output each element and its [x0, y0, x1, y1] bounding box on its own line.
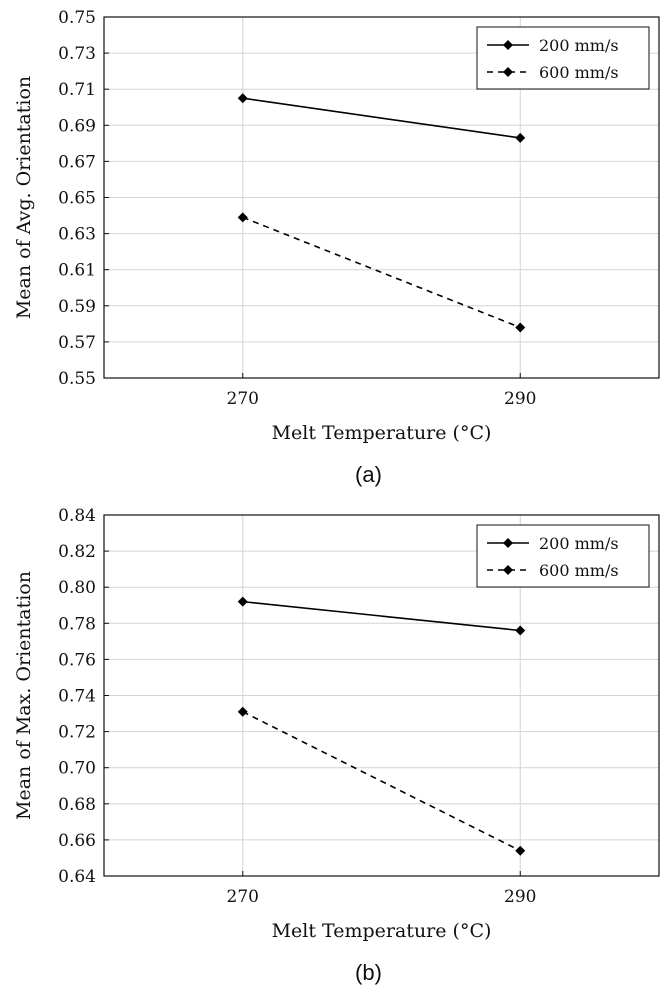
chart-b-series-2-line — [242, 711, 521, 852]
chart-panel-b: 0.64 0.66 0.68 0.70 0.72 0.74 0.76 0.78 0.80 0.82… — [0, 498, 669, 996]
chart-a-series-1-point — [515, 132, 526, 143]
chart-a-y-tick-label: 0.59 — [58, 297, 96, 317]
chart-b-svg: 0.64 0.66 0.68 0.70 0.72 0.74 0.76 0.78 0.80 0.82… — [13, 506, 660, 985]
chart-a-y-tick-label: 0.63 — [58, 225, 96, 245]
chart-a-series-2-point — [515, 322, 526, 333]
chart-b-series-2-point — [237, 706, 248, 717]
chart-b-y-tick-label: 0.76 — [58, 650, 96, 670]
chart-b-y-tick-label: 0.78 — [58, 614, 96, 634]
chart-a-plot-frame — [103, 16, 660, 379]
chart-a-y-tick-label: 0.69 — [58, 116, 96, 136]
chart-b-y-tick-label: 0.74 — [58, 687, 96, 707]
chart-b-y-axis-title: Mean of Max. Orientation — [13, 571, 35, 820]
chart-a-y-tick-label: 0.65 — [58, 189, 96, 209]
chart-b-y-tick-label: 0.66 — [58, 831, 96, 851]
chart-b-y-tick-label: 0.82 — [58, 542, 96, 562]
chart-b-y-tick-label: 0.72 — [58, 723, 96, 743]
chart-b-legend-box — [476, 524, 650, 588]
chart-b-y-tick-label: 0.70 — [58, 759, 96, 779]
chart-b-series-2-point — [515, 845, 526, 856]
chart-b-legend-label-2: 600 mm/s — [539, 561, 619, 580]
chart-a-y-tick-label: 0.67 — [58, 152, 96, 172]
chart-a-y-tick-label: 0.61 — [58, 261, 96, 281]
chart-b-x-axis-title: Melt Temperature (°C) — [272, 920, 492, 942]
chart-a-legend-box — [476, 26, 650, 90]
chart-a-caption: (a) — [355, 462, 382, 487]
chart-a-legend-label-1: 200 mm/s — [539, 36, 619, 55]
chart-b-x-tick-label: 290 — [504, 887, 536, 907]
chart-panel-a: 0.55 0.57 0.59 0.61 0.63 0.65 0.67 0.69 0.71 0.73… — [13, 8, 660, 487]
chart-a-series-1-point — [237, 93, 248, 104]
chart-a-y-tick-label: 0.71 — [58, 80, 96, 100]
chart-b-plot-frame — [103, 514, 660, 877]
chart-b-legend-marker-1 — [503, 538, 513, 548]
chart-a-series-2-line — [242, 216, 521, 329]
chart-b-series-1-point — [515, 625, 526, 636]
chart-a-legend-marker-2 — [503, 67, 513, 77]
chart-a-svg: 0.55 0.57 0.59 0.61 0.63 0.65 0.67 0.69 0.71 0.73… — [13, 8, 660, 487]
chart-a-y-tick-label: 0.57 — [58, 333, 96, 353]
chart-a-y-tick-label: 0.55 — [58, 369, 96, 389]
chart-b-series-1-line — [242, 600, 521, 632]
chart-b-y-tick-label: 0.84 — [58, 506, 96, 526]
chart-a-y-axis-title: Mean of Avg. Orientation — [13, 76, 35, 319]
chart-b-y-tick-label: 0.80 — [58, 578, 96, 598]
chart-b-caption: (b) — [355, 960, 382, 985]
chart-a-x-axis-title: Melt Temperature (°C) — [272, 422, 492, 444]
chart-b-x-tick-label: 270 — [227, 887, 259, 907]
chart-a-legend-marker-1 — [503, 40, 513, 50]
chart-a-series-2-point — [237, 212, 248, 223]
chart-b-y-tick-label: 0.64 — [58, 867, 96, 887]
chart-b-legend-marker-2 — [503, 565, 513, 575]
chart-a-x-tick-label: 270 — [227, 389, 259, 409]
chart-b-series-1-point — [237, 596, 248, 607]
chart-a-series-1-line — [242, 97, 521, 139]
chart-a-y-tick-label: 0.75 — [58, 8, 96, 28]
chart-b-legend-label-1: 200 mm/s — [539, 534, 619, 553]
chart-b-y-tick-label: 0.68 — [58, 795, 96, 815]
chart-a-x-tick-label: 290 — [504, 389, 536, 409]
chart-a-y-tick-label: 0.73 — [58, 44, 96, 64]
chart-a-legend-label-2: 600 mm/s — [539, 63, 619, 82]
